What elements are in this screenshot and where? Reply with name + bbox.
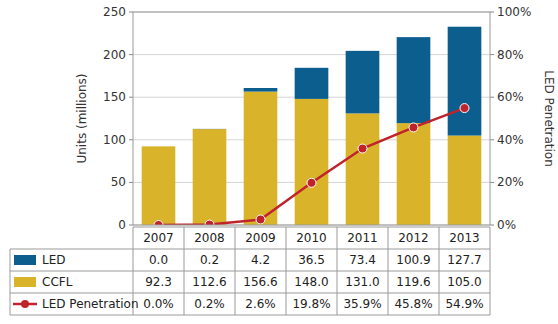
table-line (10, 271, 490, 272)
y2-tick-label: 80% (497, 48, 524, 62)
table-value: 131.0 (345, 275, 379, 289)
y-tick-label: 0 (118, 218, 126, 232)
legend-label: LED (42, 253, 66, 267)
table-value: 100.9 (396, 253, 430, 267)
y2-tick-label: 60% (497, 90, 524, 104)
bar (397, 123, 431, 225)
category-label: 2009 (245, 231, 276, 245)
bar (448, 27, 482, 136)
grid-line (133, 54, 490, 55)
table-value: 0.2 (200, 253, 219, 267)
table-value: 156.6 (243, 275, 277, 289)
table-value: 4.2 (251, 253, 270, 267)
table-value: 127.7 (447, 253, 481, 267)
tick-mark (490, 54, 494, 55)
table-value: 119.6 (396, 275, 430, 289)
y2-tick-label: 0% (497, 218, 516, 232)
category-label: 2007 (143, 231, 174, 245)
tick-mark (490, 139, 494, 140)
plot-frame (133, 12, 490, 225)
bar (295, 68, 329, 99)
y-tick-label: 200 (103, 48, 126, 62)
tick-mark (490, 97, 494, 98)
tick-mark (129, 182, 133, 183)
table-value: 0.0% (143, 297, 174, 311)
table-value: 92.3 (145, 275, 172, 289)
legend-swatch (14, 277, 36, 287)
chart: 0 50 100 150 200 250 0% 20% 40% 60% 80% 100% Units (… (0, 0, 558, 324)
bar (142, 146, 176, 147)
category-label: 2011 (347, 231, 378, 245)
table-value: 0.0 (149, 253, 168, 267)
legend-swatch (14, 255, 36, 265)
tick-mark (129, 54, 133, 55)
tick-mark (129, 97, 133, 98)
y-tick-label: 50 (111, 175, 126, 189)
bar (397, 37, 431, 123)
table-value: 112.6 (192, 275, 226, 289)
bar (244, 88, 278, 92)
legend-swatch (21, 300, 29, 308)
marker (409, 123, 418, 132)
bar (295, 99, 329, 225)
tick-mark (490, 12, 494, 13)
category-label: 2013 (449, 231, 480, 245)
table-value: 0.2% (194, 297, 225, 311)
table-value: 148.0 (294, 275, 328, 289)
marker (460, 104, 469, 113)
y-axis-title: Units (millions) (75, 73, 89, 163)
y2-tick-label: 20% (497, 175, 524, 189)
y-tick-label: 100 (103, 133, 126, 147)
table-value: 105.0 (447, 275, 481, 289)
table-line (133, 227, 490, 228)
category-label: 2012 (398, 231, 429, 245)
tick-mark (129, 225, 133, 226)
y2-axis-title: LED Penetration (542, 70, 556, 166)
marker (205, 220, 214, 225)
table-line (10, 249, 490, 250)
bar (193, 128, 227, 129)
marker (154, 221, 163, 226)
table-value: 36.5 (298, 253, 325, 267)
bar (346, 113, 380, 225)
tick-mark (490, 182, 494, 183)
y2-tick-label: 40% (497, 133, 524, 147)
category-label: 2010 (296, 231, 327, 245)
table-line (10, 293, 490, 294)
table-value: 45.8% (394, 297, 432, 311)
table-value: 73.4 (349, 253, 376, 267)
legend-label: LED Penetration (42, 297, 138, 311)
bar (193, 129, 227, 225)
category-label: 2008 (194, 231, 225, 245)
line (159, 108, 465, 225)
table-value: 54.9% (445, 297, 483, 311)
table-line (10, 249, 11, 315)
tick-mark (129, 12, 133, 13)
marker (307, 178, 316, 187)
table-value: 35.9% (343, 297, 381, 311)
table-value: 19.8% (292, 297, 330, 311)
bar (346, 51, 380, 114)
tick-mark (490, 225, 494, 226)
tick-mark (129, 139, 133, 140)
table-line (10, 315, 490, 316)
bar (142, 146, 176, 225)
table-value: 2.6% (245, 297, 276, 311)
marker (358, 144, 367, 153)
plot-area (142, 27, 482, 225)
legend-label: CCFL (42, 275, 73, 289)
bar (448, 136, 482, 225)
marker (256, 215, 265, 224)
y-tick-label: 250 (103, 5, 126, 19)
y-tick-label: 150 (103, 90, 126, 104)
y2-tick-label: 100% (497, 5, 531, 19)
bar (244, 92, 278, 225)
